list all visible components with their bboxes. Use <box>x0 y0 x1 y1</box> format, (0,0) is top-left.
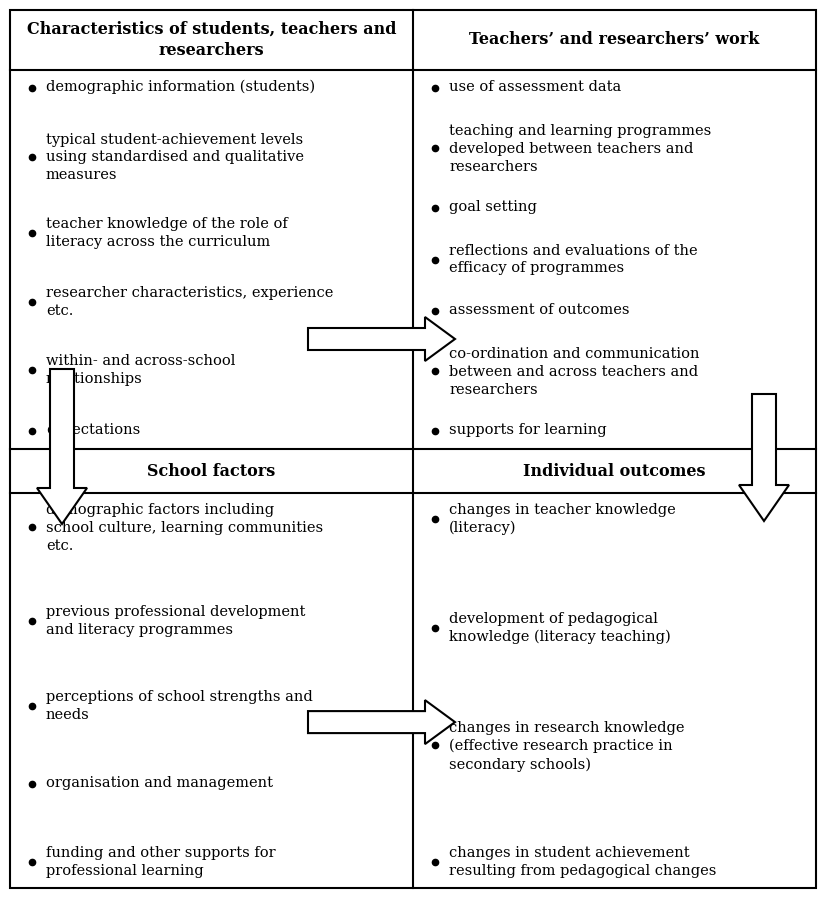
Polygon shape <box>739 394 789 521</box>
Polygon shape <box>37 369 87 524</box>
Text: goal setting: goal setting <box>449 199 537 214</box>
Text: organisation and management: organisation and management <box>46 776 273 790</box>
Text: assessment of outcomes: assessment of outcomes <box>449 304 629 317</box>
Text: changes in research knowledge
(effective research practice in
secondary schools): changes in research knowledge (effective… <box>449 721 685 772</box>
Text: development of pedagogical
knowledge (literacy teaching): development of pedagogical knowledge (li… <box>449 612 671 645</box>
Text: teacher knowledge of the role of
literacy across the curriculum: teacher knowledge of the role of literac… <box>46 217 287 249</box>
Text: co-ordination and communication
between and across teachers and
researchers: co-ordination and communication between … <box>449 348 700 397</box>
Text: researcher characteristics, experience
etc.: researcher characteristics, experience e… <box>46 286 334 318</box>
Polygon shape <box>308 700 455 744</box>
Text: funding and other supports for
professional learning: funding and other supports for professio… <box>46 846 276 878</box>
Text: Teachers’ and researchers’ work: Teachers’ and researchers’ work <box>469 31 760 48</box>
Text: previous professional development
and literacy programmes: previous professional development and li… <box>46 604 306 637</box>
Text: use of assessment data: use of assessment data <box>449 80 621 94</box>
Text: within- and across-school
relationships: within- and across-school relationships <box>46 355 235 386</box>
Polygon shape <box>308 317 455 361</box>
Text: Individual outcomes: Individual outcomes <box>523 462 705 480</box>
Text: changes in teacher knowledge
(literacy): changes in teacher knowledge (literacy) <box>449 503 676 535</box>
Text: demographic factors including
school culture, learning communities
etc.: demographic factors including school cul… <box>46 503 323 552</box>
Text: supports for learning: supports for learning <box>449 423 606 437</box>
Text: teaching and learning programmes
developed between teachers and
researchers: teaching and learning programmes develop… <box>449 124 711 173</box>
Text: perceptions of school strengths and
needs: perceptions of school strengths and need… <box>46 691 313 722</box>
Text: reflections and evaluations of the
efficacy of programmes: reflections and evaluations of the effic… <box>449 243 698 276</box>
Text: School factors: School factors <box>147 462 276 480</box>
Text: expectations: expectations <box>46 423 140 437</box>
Text: Characteristics of students, teachers and
researchers: Characteristics of students, teachers an… <box>26 21 396 59</box>
Text: typical student-achievement levels
using standardised and qualitative
measures: typical student-achievement levels using… <box>46 133 304 182</box>
Text: demographic information (students): demographic information (students) <box>46 80 316 94</box>
Text: changes in student achievement
resulting from pedagogical changes: changes in student achievement resulting… <box>449 846 716 878</box>
